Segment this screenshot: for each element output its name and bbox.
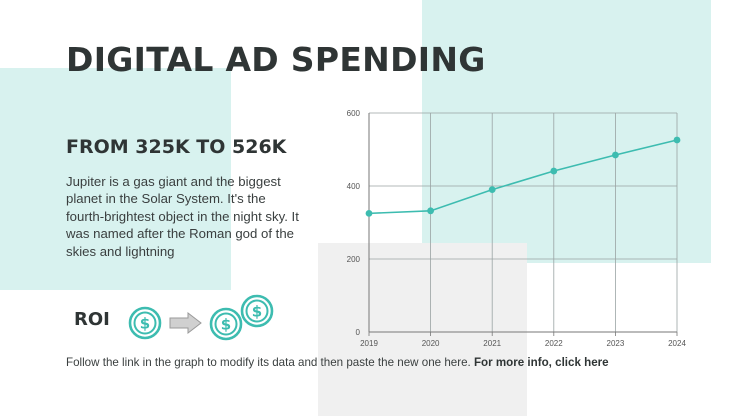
x-tick-label: 2019 xyxy=(360,339,378,348)
dollar-coin-icon: $ xyxy=(128,306,162,340)
roi-label: ROI xyxy=(74,309,110,330)
data-point xyxy=(365,209,373,217)
svg-text:$: $ xyxy=(252,303,262,321)
footer-note: Follow the link in the graph to modify i… xyxy=(66,356,609,369)
more-info-link[interactable]: For more info, click here xyxy=(473,356,609,369)
y-tick-label: 400 xyxy=(347,182,361,191)
svg-text:$: $ xyxy=(221,316,231,334)
slide-subtitle: FROM 325K TO 526K xyxy=(66,136,287,158)
description-text: Jupiter is a gas giant and the biggest p… xyxy=(66,174,299,259)
x-tick-label: 2021 xyxy=(483,339,501,348)
data-point xyxy=(673,136,681,144)
data-point xyxy=(550,167,558,175)
data-point xyxy=(612,151,619,159)
y-tick-label: 0 xyxy=(356,328,361,337)
chart-tick-labels: 0 200 400 600 2019 2020 2021 2022 2023 2024 xyxy=(347,109,687,348)
slide-title: DIGITAL AD SPENDING xyxy=(66,40,486,79)
x-tick-label: 2022 xyxy=(545,339,563,348)
data-point xyxy=(427,207,434,215)
data-point xyxy=(488,186,496,194)
arrow-right-icon xyxy=(169,312,202,334)
line-chart: 0 200 400 600 2019 2020 2021 2022 2023 2024 xyxy=(347,109,687,348)
y-tick-label: 200 xyxy=(347,255,361,264)
chart-series xyxy=(365,136,681,217)
chart-axes xyxy=(368,113,678,336)
x-tick-label: 2024 xyxy=(668,339,686,348)
dollar-coins-stack-icon: $ $ xyxy=(209,294,274,341)
series-line xyxy=(368,139,678,215)
x-tick-label: 2020 xyxy=(422,339,440,348)
decorative-block-left xyxy=(0,68,231,290)
y-tick-label: 600 xyxy=(347,109,361,118)
decorative-block-right xyxy=(422,0,711,263)
footer-text: Follow the link in the graph to modify i… xyxy=(66,356,474,369)
svg-text:$: $ xyxy=(140,315,150,333)
x-tick-label: 2023 xyxy=(607,339,625,348)
chart-grid xyxy=(368,112,678,333)
